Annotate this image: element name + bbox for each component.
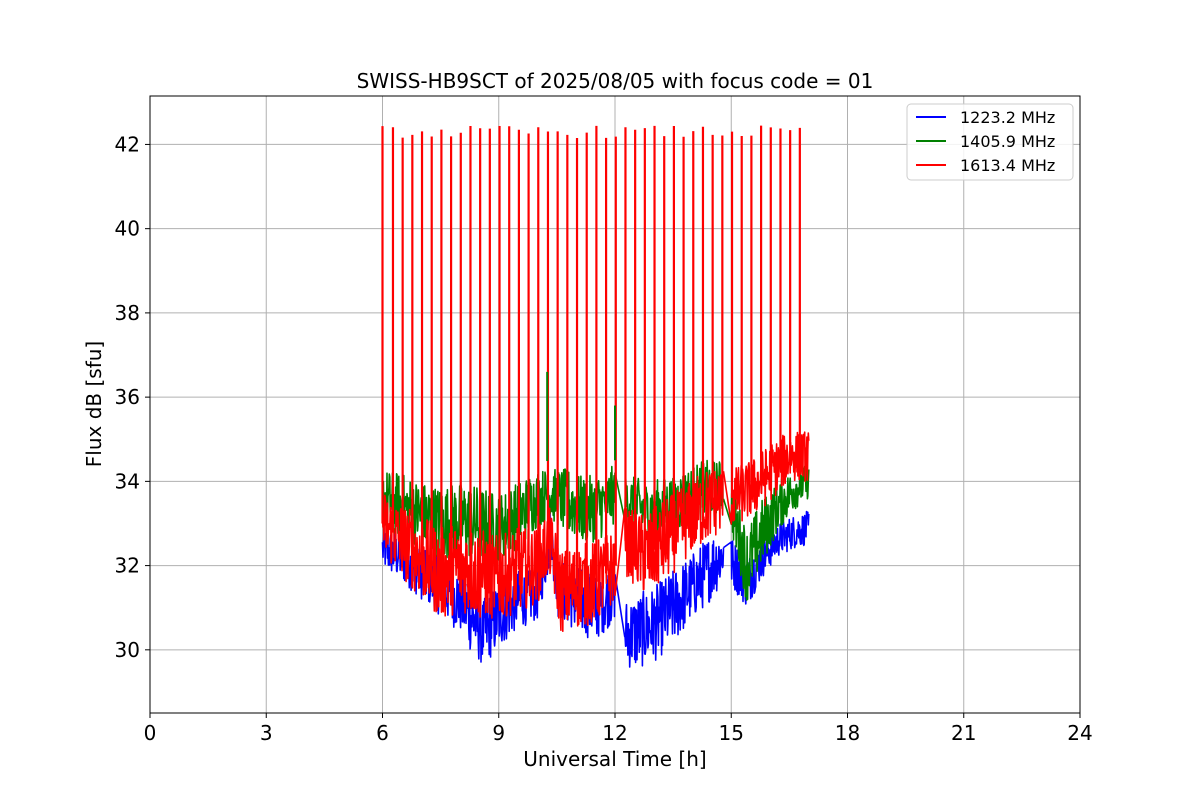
series-trace-segment [722, 465, 810, 601]
series-trace-segment [381, 470, 550, 561]
y-tick-label: 34 [115, 469, 140, 493]
legend-label-1405: 1405.9 MHz [960, 132, 1055, 151]
y-axis: 30 32 34 36 38 40 42 [115, 132, 150, 662]
plot-area [381, 125, 810, 668]
x-tick-label: 6 [376, 721, 389, 745]
y-tick-label: 40 [115, 217, 140, 241]
x-tick-label: 15 [719, 721, 744, 745]
series-trace-segment [548, 507, 616, 633]
x-axis-label: Universal Time [h] [523, 747, 706, 771]
x-tick-label: 12 [602, 721, 627, 745]
series-layer [381, 125, 810, 668]
legend-label-1613: 1613.4 MHz [960, 156, 1055, 175]
x-tick-label: 3 [260, 721, 273, 745]
x-tick-label: 24 [1067, 721, 1092, 745]
x-tick-label: 0 [144, 721, 157, 745]
y-axis-label: Flux dB [sfu] [82, 341, 106, 467]
x-axis: 0 3 6 9 12 15 18 21 24 [144, 713, 1093, 745]
series-14059 [381, 459, 810, 601]
x-tick-label: 18 [835, 721, 860, 745]
x-tick-label: 9 [492, 721, 505, 745]
legend: 1223.2 MHz 1405.9 MHz 1613.4 MHz [906, 103, 1074, 181]
y-tick-label: 32 [115, 554, 140, 578]
legend-label-1223: 1223.2 MHz [960, 108, 1055, 127]
chart-title: SWISS-HB9SCT of 2025/08/05 with focus co… [357, 69, 874, 93]
y-tick-label: 30 [115, 638, 140, 662]
y-tick-label: 38 [115, 301, 140, 325]
x-tick-label: 21 [951, 721, 976, 745]
series-trace-segment [614, 540, 725, 668]
series-16134 [381, 125, 810, 633]
series-trace-segment [548, 465, 616, 543]
legend-box [906, 103, 1074, 181]
series-trace-segment [381, 494, 550, 619]
y-tick-label: 36 [115, 385, 140, 409]
y-tick-label: 42 [115, 132, 140, 156]
